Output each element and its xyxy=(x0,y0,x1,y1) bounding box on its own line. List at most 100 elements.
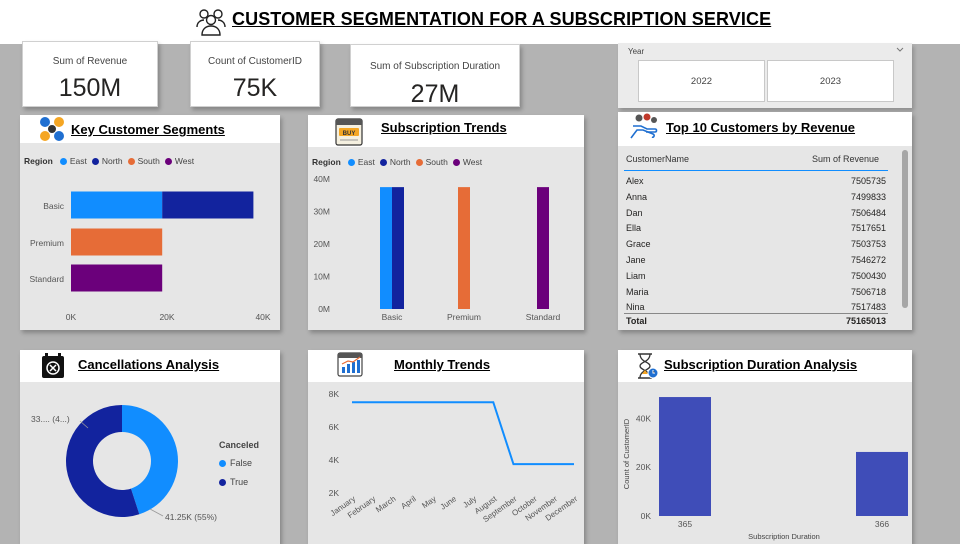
hourglass-icon xyxy=(638,353,659,379)
calendar-buy-icon: BUY xyxy=(335,118,363,146)
y-tick-label: 0M xyxy=(318,304,330,314)
revenue-cell: 7503753 xyxy=(850,239,886,250)
legend-false-label: False xyxy=(230,458,253,468)
legend-dot-false xyxy=(219,459,226,467)
legend-dot-south xyxy=(415,158,423,166)
duration-card[interactable]: Sum of Subscription Duration 27M xyxy=(350,44,520,108)
top10-table xyxy=(618,146,912,330)
key-segments-chart[interactable]: Basic Premium Standard 0K 20K 40K xyxy=(20,172,280,328)
y-tick-label: 40K xyxy=(636,413,651,423)
table-row[interactable]: Anna 7499833 xyxy=(626,192,886,207)
donut-label-small: 33.... (4...) xyxy=(31,414,70,424)
customer-name-cell: Nina xyxy=(626,302,645,313)
customer-name-cell: Anna xyxy=(626,191,648,202)
revenue-card-value: 150M xyxy=(58,74,122,102)
legend-south: South xyxy=(137,156,160,166)
table-row[interactable]: Liam 7500430 xyxy=(626,271,886,286)
legend-true-label: True xyxy=(230,477,249,487)
customer-count-label: Count of CustomerID xyxy=(208,56,302,67)
duration-card-label: Sum of Subscription Duration xyxy=(369,61,501,72)
legend-south: South xyxy=(425,157,448,167)
total-divider xyxy=(624,313,888,314)
customer-name-cell: Liam xyxy=(626,270,646,281)
legend-east: East xyxy=(69,156,87,166)
legend-west: West xyxy=(462,157,483,167)
bar-duration-366 xyxy=(856,451,908,516)
legend-title: Region xyxy=(24,156,53,166)
year-slicer-label: Year xyxy=(628,47,645,56)
duration-analysis-chart[interactable]: 0K 20K 40K 365 366 Subscription Duration Count… xyxy=(618,384,912,544)
chevron-down-icon[interactable] xyxy=(896,47,904,53)
y-axis-title: Count of CustomerID xyxy=(622,418,631,489)
legend-north: North xyxy=(101,156,123,166)
y-tick-label: 0K xyxy=(641,511,652,521)
revenue-card[interactable]: Sum of Revenue 150M xyxy=(22,41,158,107)
bar-south-premium xyxy=(458,187,470,309)
key-segments-title: Key Customer Segments xyxy=(71,122,225,137)
monthly-chart-icon xyxy=(337,352,363,377)
cancel-calendar-icon xyxy=(42,353,64,378)
customer-count-card[interactable]: Count of CustomerID 75K xyxy=(190,41,320,107)
category-label: Basic xyxy=(43,201,65,211)
x-tick-label: Basic xyxy=(382,312,404,322)
bar-west-standard xyxy=(71,264,163,292)
revenue-cell: 7517651 xyxy=(850,223,886,234)
donut-label-large: 41.25K (55%) xyxy=(165,512,217,522)
table-row[interactable]: Maria 7506718 xyxy=(626,287,886,302)
legend-title: Region xyxy=(312,157,341,167)
bar-east-basic xyxy=(71,191,163,219)
year-option-2022[interactable]: 2022 xyxy=(638,60,765,102)
donut-slice-true xyxy=(66,405,140,517)
donut-legend-false: False xyxy=(219,458,252,468)
revenue-cell: 7517483 xyxy=(850,302,886,313)
customer-name-cell: Ella xyxy=(626,223,642,234)
legend-dot-west xyxy=(164,157,172,165)
revenue-cell: 7506484 xyxy=(850,207,886,218)
col-header-name[interactable]: CustomerName xyxy=(626,154,690,164)
legend-north: North xyxy=(389,157,411,167)
table-scrollbar-thumb[interactable] xyxy=(902,150,908,308)
y-tick-label: 4K xyxy=(329,455,340,465)
monthly-trends-title: Monthly Trends xyxy=(394,357,491,372)
total-label: Total xyxy=(626,316,647,326)
legend-dot-north xyxy=(379,158,387,166)
title-bar xyxy=(0,0,960,44)
table-row[interactable]: Dan 7506484 xyxy=(626,208,886,223)
y-tick-label: 20K xyxy=(636,462,651,472)
legend-dot-south xyxy=(127,157,135,165)
subscription-trends-title: Subscription Trends xyxy=(381,120,507,135)
table-row[interactable]: Ella 7517651 xyxy=(626,223,886,238)
table-row[interactable]: Grace 7503753 xyxy=(626,239,886,254)
table-row[interactable]: Jane 7546272 xyxy=(626,255,886,270)
legend-dot-west xyxy=(452,158,460,166)
revenue-cell: 7500430 xyxy=(850,270,886,281)
segments-icon xyxy=(40,117,64,141)
cancellations-chart[interactable] xyxy=(20,390,280,544)
monthly-trends-panel xyxy=(308,350,584,544)
y-tick-label: 2K xyxy=(329,488,340,498)
bar-west-standard xyxy=(537,187,549,309)
customers-hand-icon xyxy=(630,113,658,139)
svg-text:BUY: BUY xyxy=(343,131,356,137)
table-row[interactable]: Nina 7517483 xyxy=(626,302,886,317)
x-tick-label: March xyxy=(374,494,397,514)
revenue-card-label: Sum of Revenue xyxy=(52,56,128,67)
legend-east: East xyxy=(357,157,375,167)
x-tick-label: May xyxy=(420,494,438,510)
people-group-icon xyxy=(196,9,226,36)
table-row[interactable]: Alex 7505735 xyxy=(626,176,886,191)
monthly-line xyxy=(352,401,574,466)
x-tick-label: 0K xyxy=(66,312,77,322)
category-label: Premium xyxy=(30,238,64,248)
col-header-revenue[interactable]: Sum of Revenue xyxy=(812,154,880,164)
x-tick-label: April xyxy=(399,494,417,511)
year-option-2023[interactable]: 2023 xyxy=(767,60,894,102)
subscription-trends-chart[interactable]: 0M 10M 20M 30M 40M Basic Premium Standard xyxy=(308,170,584,328)
y-tick-label: 6K xyxy=(329,422,340,432)
bar-south-premium xyxy=(71,228,163,256)
top10-title: Top 10 Customers by Revenue xyxy=(666,120,856,135)
table-scrollbar[interactable] xyxy=(902,150,908,308)
segments-legend: Region East North South West xyxy=(24,156,194,166)
trends-legend: Region East North South West xyxy=(312,157,482,167)
